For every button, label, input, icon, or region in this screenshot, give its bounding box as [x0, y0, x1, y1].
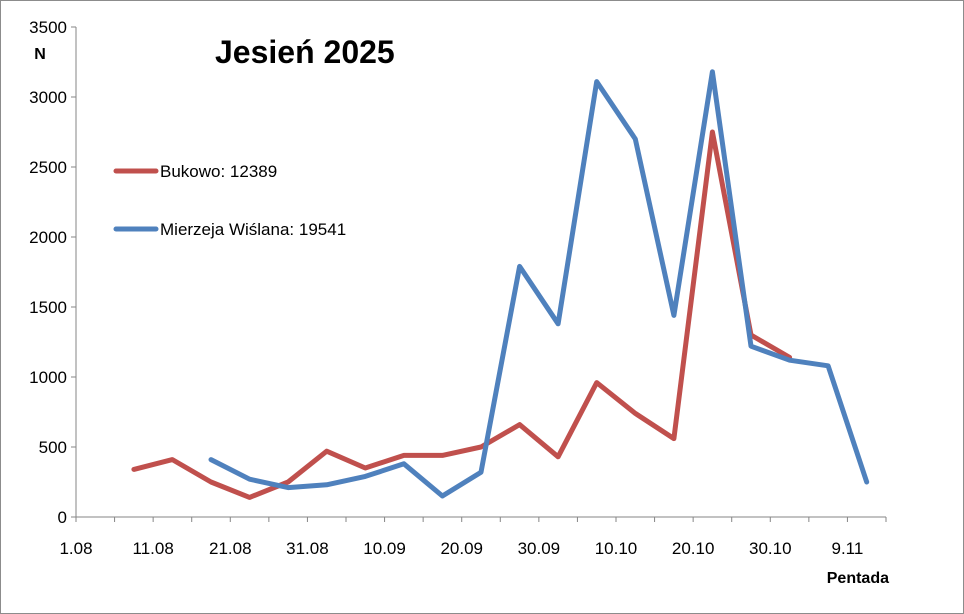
y-tick-label: 500	[39, 438, 67, 457]
legend: Bukowo: 12389 Mierzeja Wiślana: 19541	[113, 162, 346, 239]
series-line-2	[208, 69, 870, 499]
y-tick-label: 2000	[29, 228, 67, 247]
x-tick-label: 30.10	[749, 539, 792, 558]
x-tick-label: 20.10	[672, 539, 715, 558]
x-tick-label: 10.09	[363, 539, 406, 558]
x-tick-label: 11.08	[133, 539, 174, 558]
x-tick-label: 1.08	[59, 539, 92, 558]
x-tick-label: 31.08	[286, 539, 329, 558]
series-lines	[131, 69, 870, 500]
y-tick-label: 1500	[29, 298, 67, 317]
y-tick-label: 0	[58, 508, 67, 527]
y-tick-label: 3500	[29, 18, 67, 37]
series-line-1	[131, 129, 793, 500]
legend-label-1: Bukowo: 12389	[160, 162, 277, 181]
x-tick-label: 20.09	[440, 539, 483, 558]
axes: 0 500 1000 1500 2000 2500 3000 3500 1.08 11.08 21.…	[29, 18, 887, 558]
x-tick-label: 10.10	[595, 539, 638, 558]
x-tick-label: 21.08	[209, 539, 252, 558]
y-tick-label: 1000	[29, 368, 67, 387]
y-axis-title: N	[34, 46, 46, 63]
x-tick-label: 9.11	[832, 539, 864, 558]
y-tick-label: 3000	[29, 88, 67, 107]
x-tick-label: 30.09	[518, 539, 561, 558]
chart-title: Jesień 2025	[215, 34, 395, 70]
y-tick-label: 2500	[29, 158, 67, 177]
x-axis-title: Pentada	[827, 570, 889, 587]
legend-label-2: Mierzeja Wiślana: 19541	[160, 220, 346, 239]
